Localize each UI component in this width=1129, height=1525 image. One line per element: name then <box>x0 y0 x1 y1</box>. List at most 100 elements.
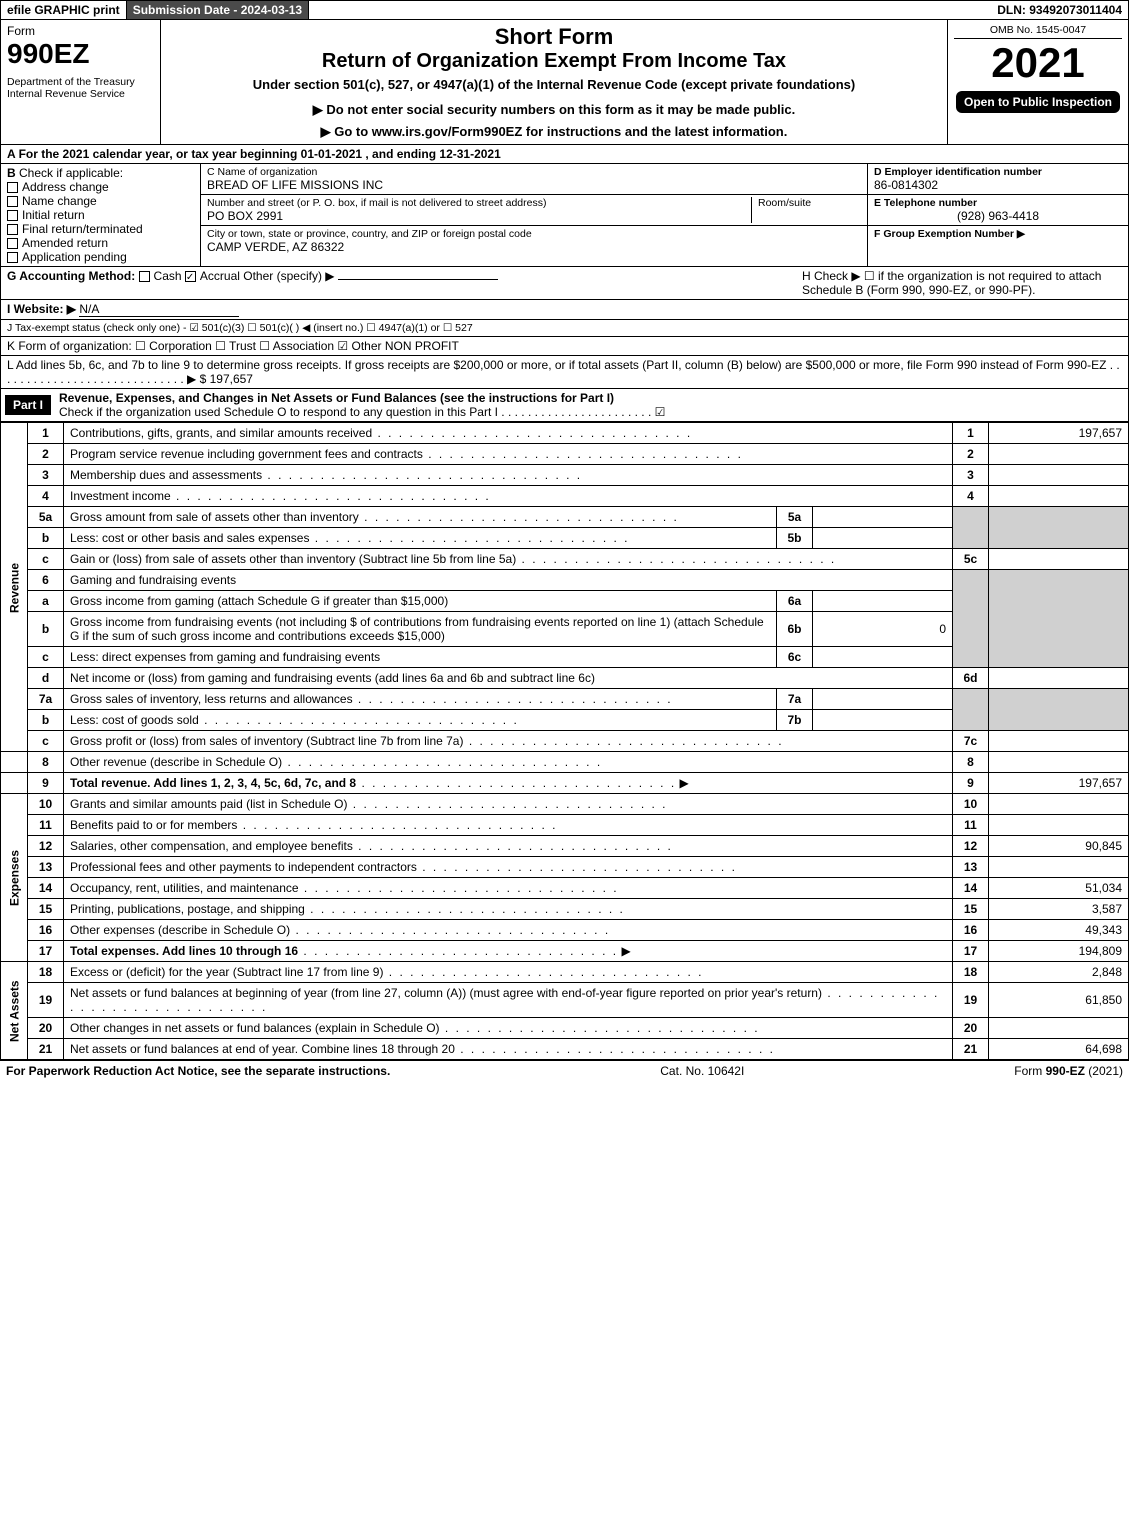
f-label: F Group Exemption Number ▶ <box>874 228 1122 240</box>
line6d-amt <box>989 668 1129 689</box>
line21-amt: 64,698 <box>989 1039 1129 1060</box>
part1-tag: Part I <box>5 395 51 415</box>
line17-amt: 194,809 <box>989 941 1129 962</box>
row-13: 13Professional fees and other payments t… <box>1 857 1129 878</box>
footer-right: Form 990-EZ (2021) <box>1014 1064 1123 1078</box>
no-ssn-notice: ▶ Do not enter social security numbers o… <box>167 102 941 118</box>
line11-amt <box>989 815 1129 836</box>
checkbox-accrual[interactable] <box>185 271 196 282</box>
line15-desc: Printing, publications, postage, and shi… <box>70 902 305 916</box>
line5a-sub: 5a <box>777 507 813 528</box>
line-k: K Form of organization: ☐ Corporation ☐ … <box>0 337 1129 356</box>
row-19: 19Net assets or fund balances at beginni… <box>1 983 1129 1018</box>
opt-final-return: Final return/terminated <box>22 222 143 236</box>
top-bar: efile GRAPHIC print Submission Date - 20… <box>0 0 1129 20</box>
row-9: 9Total revenue. Add lines 1, 2, 3, 4, 5c… <box>1 773 1129 794</box>
g-accrual: Accrual <box>200 269 240 283</box>
line-i: I Website: ▶ N/A <box>0 300 1129 320</box>
checkbox-application-pending[interactable] <box>7 252 18 263</box>
line8-amt <box>989 752 1129 773</box>
line3-amt <box>989 465 1129 486</box>
line20-amt <box>989 1018 1129 1039</box>
line15-amt: 3,587 <box>989 899 1129 920</box>
short-form-title: Short Form <box>167 24 941 50</box>
d-label: D Employer identification number <box>874 166 1122 178</box>
row-1: Revenue 1 Contributions, gifts, grants, … <box>1 423 1129 444</box>
line6-desc: Gaming and fundraising events <box>64 570 953 591</box>
goto-link[interactable]: ▶ Go to www.irs.gov/Form990EZ for instru… <box>167 124 941 140</box>
row-3: 3Membership dues and assessments3 <box>1 465 1129 486</box>
department: Department of the Treasury Internal Reve… <box>7 76 154 100</box>
line5b-desc: Less: cost or other basis and sales expe… <box>70 531 309 545</box>
line13-desc: Professional fees and other payments to … <box>70 860 417 874</box>
arrow-icon: ▶ <box>680 776 689 790</box>
org-name: BREAD OF LIFE MISSIONS INC <box>207 178 861 192</box>
h-text: H Check ▶ ☐ if the organization is not r… <box>802 269 1122 297</box>
checkbox-name-change[interactable] <box>7 196 18 207</box>
part1-header: Part I Revenue, Expenses, and Changes in… <box>0 389 1129 422</box>
row-6: 6Gaming and fundraising events <box>1 570 1129 591</box>
row-17: 17Total expenses. Add lines 10 through 1… <box>1 941 1129 962</box>
line1-amt: 197,657 <box>989 423 1129 444</box>
footer-mid: Cat. No. 10642I <box>660 1064 744 1078</box>
row-4: 4Investment income4 <box>1 486 1129 507</box>
line5c-amt <box>989 549 1129 570</box>
row-5a: 5a Gross amount from sale of assets other… <box>1 507 1129 528</box>
line7c-desc: Gross profit or (loss) from sales of inv… <box>70 734 463 748</box>
line13-amt <box>989 857 1129 878</box>
line7a-sub: 7a <box>777 689 813 710</box>
footer-left: For Paperwork Reduction Act Notice, see … <box>6 1064 390 1078</box>
line18-desc: Excess or (deficit) for the year (Subtra… <box>70 965 383 979</box>
c-room-label: Room/suite <box>758 197 861 209</box>
org-city: CAMP VERDE, AZ 86322 <box>207 240 861 254</box>
b-label: Check if applicable: <box>19 166 123 180</box>
line12-amt: 90,845 <box>989 836 1129 857</box>
page-footer: For Paperwork Reduction Act Notice, see … <box>0 1060 1129 1081</box>
line5a-desc: Gross amount from sale of assets other t… <box>70 510 359 524</box>
website-value: N/A <box>79 302 239 317</box>
line5b-subamt <box>813 528 953 549</box>
checkbox-cash[interactable] <box>139 271 150 282</box>
line6b-desc: Gross income from fundraising events (no… <box>70 615 764 643</box>
line6c-desc: Less: direct expenses from gaming and fu… <box>70 650 380 664</box>
g-other-input[interactable] <box>338 279 498 280</box>
line6b-sub: 6b <box>777 612 813 647</box>
row-20: 20Other changes in net assets or fund ba… <box>1 1018 1129 1039</box>
checkbox-amended-return[interactable] <box>7 238 18 249</box>
line14-desc: Occupancy, rent, utilities, and maintena… <box>70 881 299 895</box>
line5c-desc: Gain or (loss) from sale of assets other… <box>70 552 516 566</box>
line10-amt <box>989 794 1129 815</box>
netassets-vlabel: Net Assets <box>1 962 28 1060</box>
i-label: I Website: ▶ <box>7 302 76 316</box>
c-city-label: City or town, state or province, country… <box>207 228 861 240</box>
line10-desc: Grants and similar amounts paid (list in… <box>70 797 347 811</box>
line4-amt <box>989 486 1129 507</box>
efile-print[interactable]: efile GRAPHIC print <box>1 1 127 19</box>
checkbox-final-return[interactable] <box>7 224 18 235</box>
form-header: Form 990EZ Department of the Treasury In… <box>0 20 1129 145</box>
line7a-subamt <box>813 689 953 710</box>
line4-desc: Investment income <box>70 489 171 503</box>
checkbox-initial-return[interactable] <box>7 210 18 221</box>
line3-desc: Membership dues and assessments <box>70 468 262 482</box>
line-j: J Tax-exempt status (check only one) - ☑… <box>0 320 1129 337</box>
opt-address-change: Address change <box>22 180 109 194</box>
line6a-desc: Gross income from gaming (attach Schedul… <box>70 594 448 608</box>
open-to-public: Open to Public Inspection <box>956 91 1120 113</box>
ein: 86-0814302 <box>874 178 1122 192</box>
line20-desc: Other changes in net assets or fund bala… <box>70 1021 440 1035</box>
section-b: B Check if applicable: Address change Na… <box>1 164 201 266</box>
line6d-desc: Net income or (loss) from gaming and fun… <box>70 671 595 685</box>
c-name-label: C Name of organization <box>207 166 861 178</box>
revenue-vlabel: Revenue <box>1 423 28 752</box>
line7b-desc: Less: cost of goods sold <box>70 713 199 727</box>
telephone: (928) 963-4418 <box>874 209 1122 223</box>
opt-application-pending: Application pending <box>22 250 127 264</box>
line7b-sub: 7b <box>777 710 813 731</box>
form-word: Form <box>7 24 154 38</box>
line6c-subamt <box>813 647 953 668</box>
checkbox-address-change[interactable] <box>7 182 18 193</box>
line19-amt: 61,850 <box>989 983 1129 1018</box>
row-14: 14Occupancy, rent, utilities, and mainte… <box>1 878 1129 899</box>
line2-amt <box>989 444 1129 465</box>
